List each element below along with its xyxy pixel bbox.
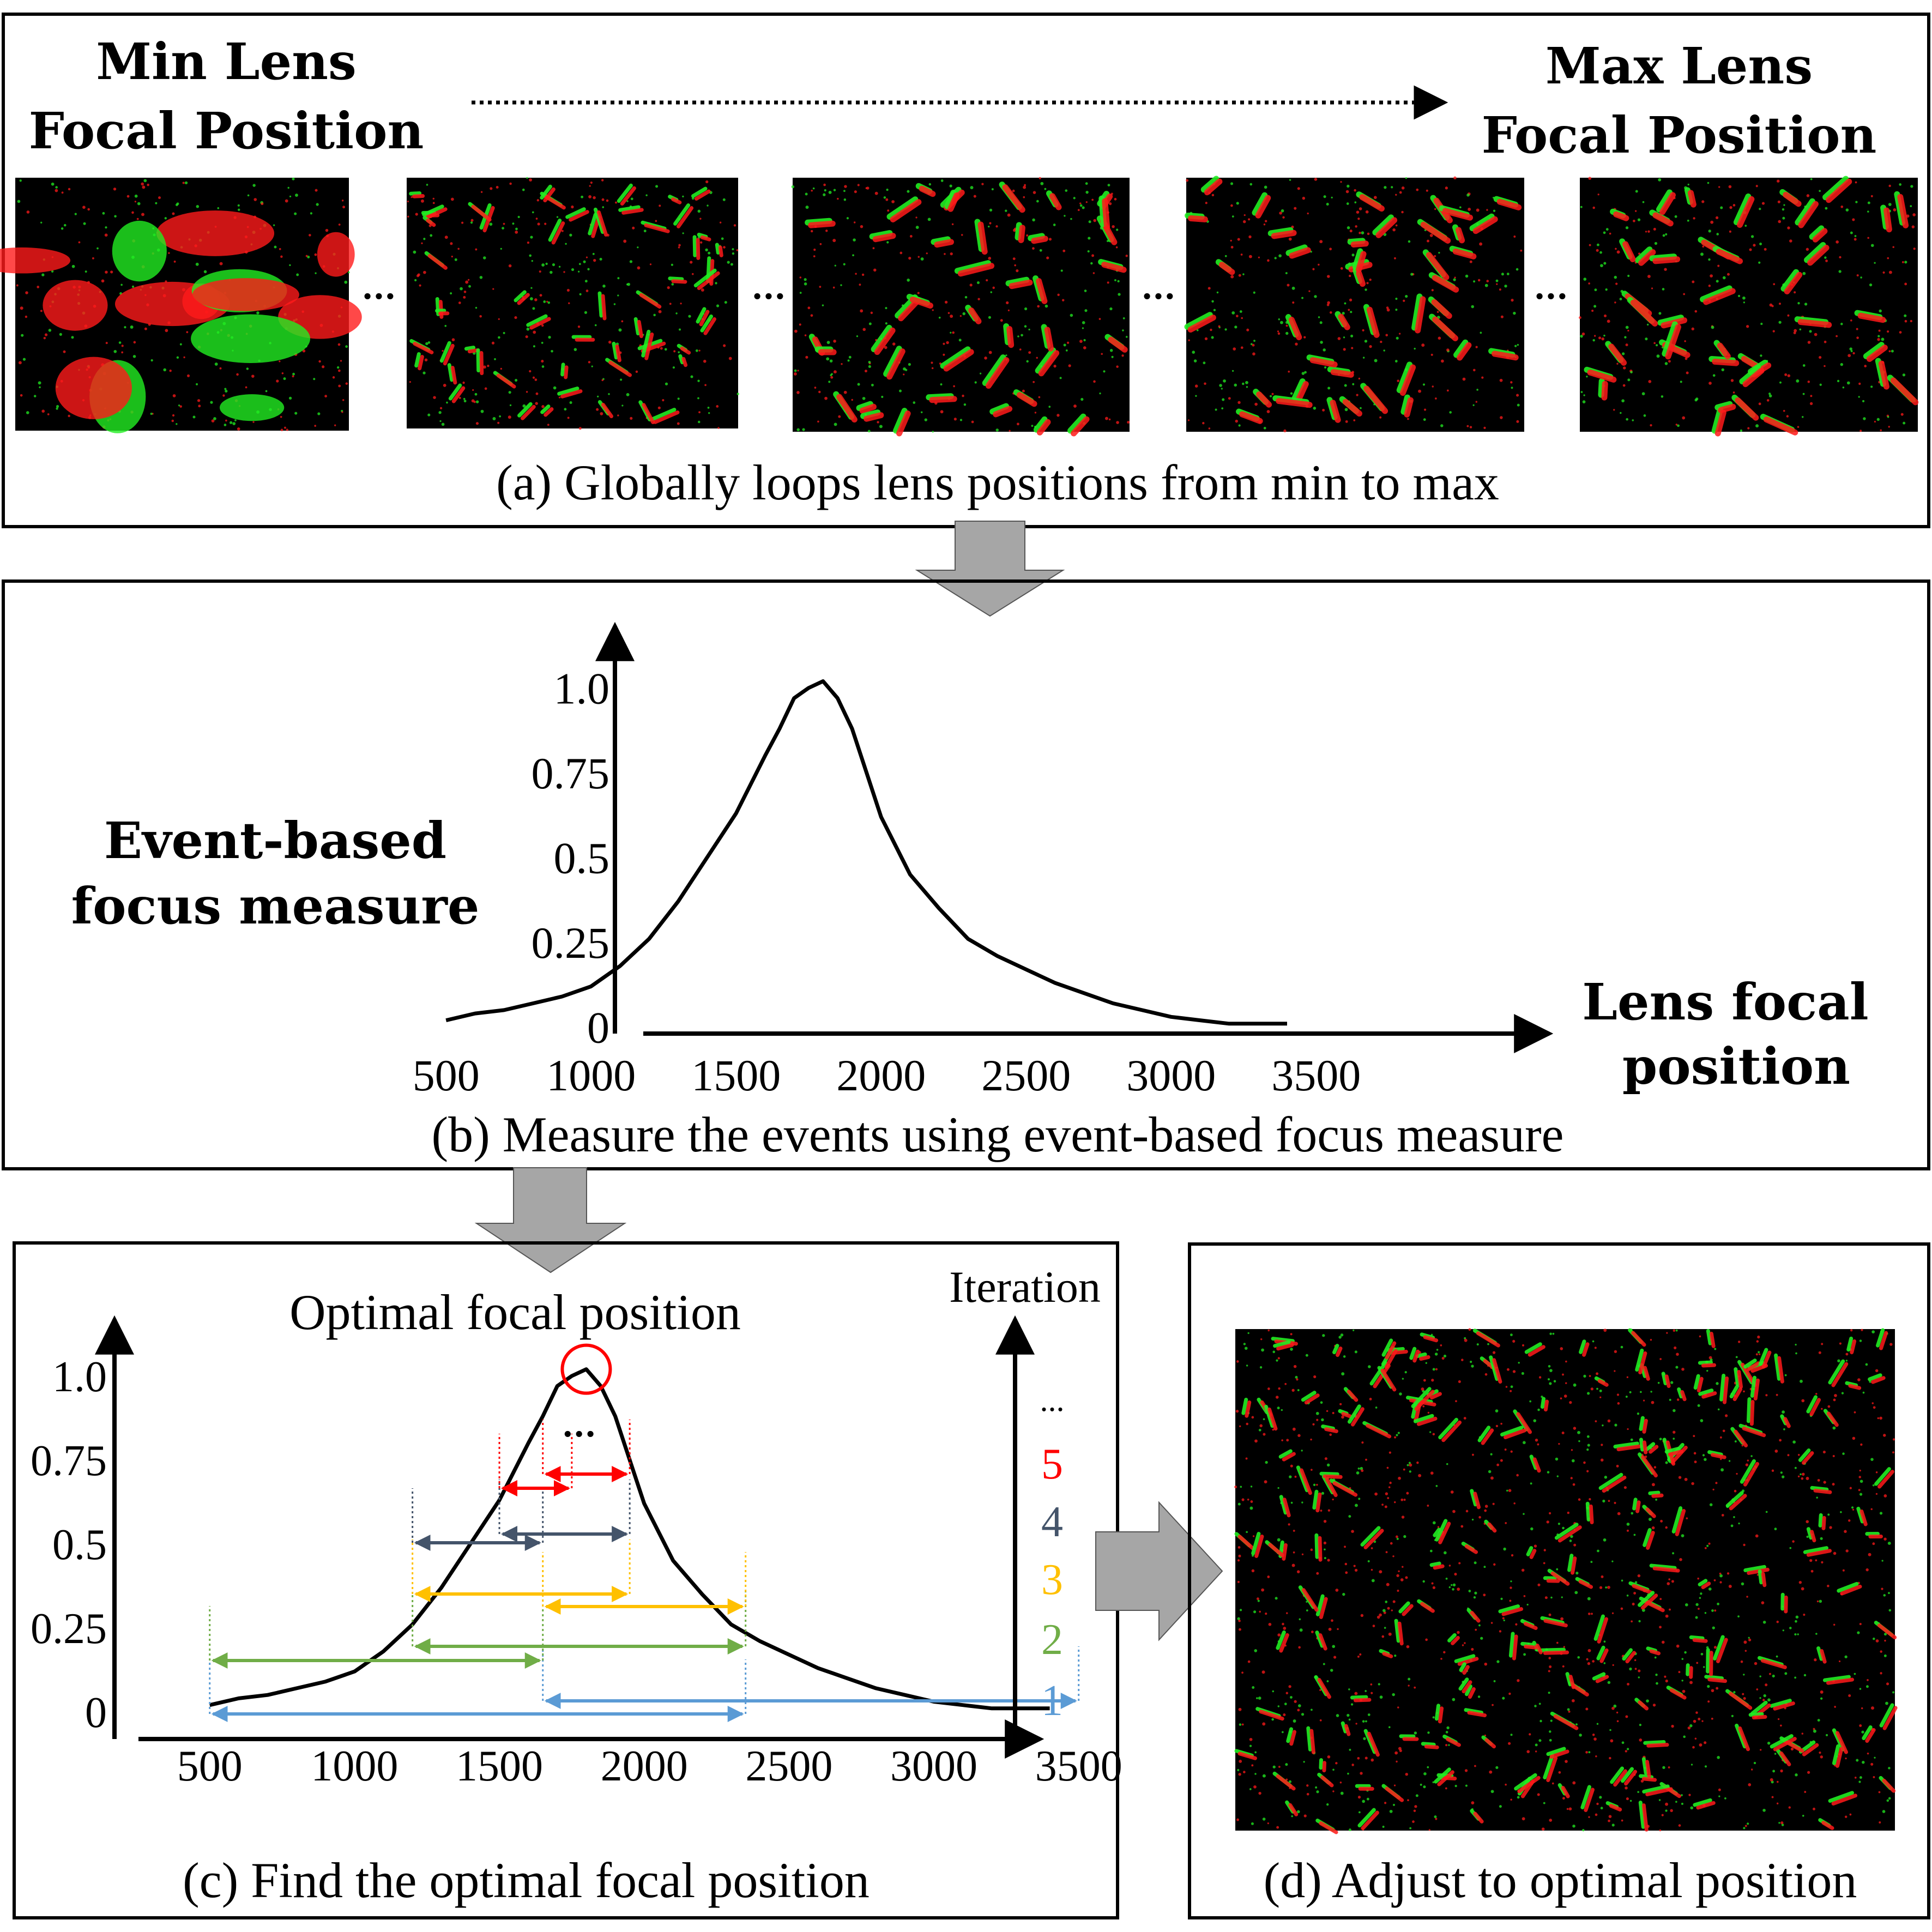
panel-b-xtick-500: 500 [413, 1050, 480, 1100]
iteration-axis-label: Iteration [949, 1262, 1101, 1312]
event-frame-1 [0, 177, 362, 433]
panel-c-xtick-500: 500 [177, 1742, 243, 1790]
panel-c-ytick-0.5: 0.5 [52, 1521, 107, 1569]
panel-b-caption: (b) Measure the events using event-based… [432, 1107, 1564, 1162]
panel-d-frame [1188, 1242, 1930, 1919]
min-lens-title-line1: Min Lens [96, 32, 357, 91]
optimal-event-frame [1234, 1328, 1898, 1834]
panel-c-xtick-2500: 2500 [745, 1742, 832, 1790]
frame-ellipsis-4: ... [1534, 269, 1568, 307]
panel-a-caption: (a) Globally loops lens positions from m… [496, 455, 1499, 510]
iteration-label-2: 2 [1041, 1616, 1063, 1664]
panel-b-ytick-0.5: 0.5 [554, 834, 610, 883]
panel-b-xtick-3000: 3000 [1126, 1050, 1216, 1100]
panel-b-focus-curve [445, 679, 1287, 1026]
iteration-label-4: 4 [1041, 1498, 1063, 1546]
panel-c-focus-curve [209, 1367, 1050, 1711]
max-lens-title-line2: Focal Position [1482, 106, 1877, 165]
panel-b-ylabel-line2: focus measure [71, 877, 480, 935]
panel-b-xtick-1500: 1500 [691, 1050, 781, 1100]
curve-ellipsis: ... [562, 1406, 596, 1445]
panel-c-ytick-0.25: 0.25 [31, 1605, 107, 1653]
panel-b-xlabel-line2: position [1622, 1037, 1850, 1096]
flow-arrow-c-to-d [1095, 1501, 1223, 1641]
panel-c-xtick-1000: 1000 [311, 1742, 398, 1790]
panel-b-xtick-1000: 1000 [546, 1050, 636, 1100]
panel-c-xtick-1500: 1500 [456, 1742, 543, 1790]
panel-c-ytick-0.75: 0.75 [31, 1437, 107, 1485]
panel-c-ytick-1.0: 1.0 [52, 1353, 107, 1401]
frame-ellipsis-2: ... [752, 269, 786, 307]
panel-b-xtick-3500: 3500 [1271, 1050, 1361, 1100]
panel-b-chart: 500 1000 1500 2000 2500 3000 3500 0 0.25 0.5 0.75 1… [413, 621, 1554, 1100]
panel-b-xlabel-line1: Lens focal [1582, 973, 1868, 1031]
panel-b-ytick-0.75: 0.75 [532, 748, 610, 798]
panel-c-frame [13, 1241, 1119, 1919]
iteration-label-5: 5 [1041, 1440, 1063, 1488]
panel-b-ytick-0: 0 [587, 1003, 609, 1053]
panel-b-ytick-0.25: 0.25 [532, 918, 610, 968]
frame-ellipsis-3: ... [1142, 269, 1176, 307]
panel-b-frame [2, 579, 1930, 1170]
panel-c-ytick-0: 0 [85, 1689, 107, 1737]
min-lens-title-line2: Focal Position [29, 101, 424, 160]
iteration-label-3: 3 [1041, 1556, 1063, 1604]
max-lens-title-line1: Max Lens [1545, 37, 1813, 95]
panel-b-xtick-2500: 2500 [981, 1050, 1071, 1100]
iteration-label-1: 1 [1041, 1677, 1063, 1725]
event-frame-4 [1184, 176, 1524, 433]
panel-d-caption: (d) Adjust to optimal position [1264, 1852, 1857, 1908]
panel-c-xtick-3500: 3500 [1035, 1742, 1122, 1790]
event-frame-5 [1578, 176, 1919, 437]
event-frame-3 [791, 177, 1130, 437]
flow-arrow-b-to-c [474, 1167, 627, 1273]
flow-arrow-a-to-b [915, 521, 1065, 617]
optimum-marker [560, 1343, 612, 1395]
panel-c-title: Optimal focal position [289, 1284, 741, 1340]
panel-b-xtick-2000: 2000 [836, 1050, 926, 1100]
panel-c-chart: 500 1000 1500 2000 2500 3000 3500 0 0.25 0.5 0.75 1… [31, 1315, 1122, 1790]
iteration-ellipsis: ... [1040, 1382, 1065, 1418]
panel-c-xtick-2000: 2000 [601, 1742, 688, 1790]
panel-c-xtick-3000: 3000 [890, 1742, 977, 1790]
panel-b-ylabel-line1: Event-based [104, 811, 446, 870]
frame-ellipsis-1: ... [362, 269, 396, 307]
panel-c-caption: (c) Find the optimal focal position [183, 1852, 870, 1908]
event-frame-2 [407, 177, 740, 430]
panel-b-ytick-1.0: 1.0 [554, 664, 610, 714]
